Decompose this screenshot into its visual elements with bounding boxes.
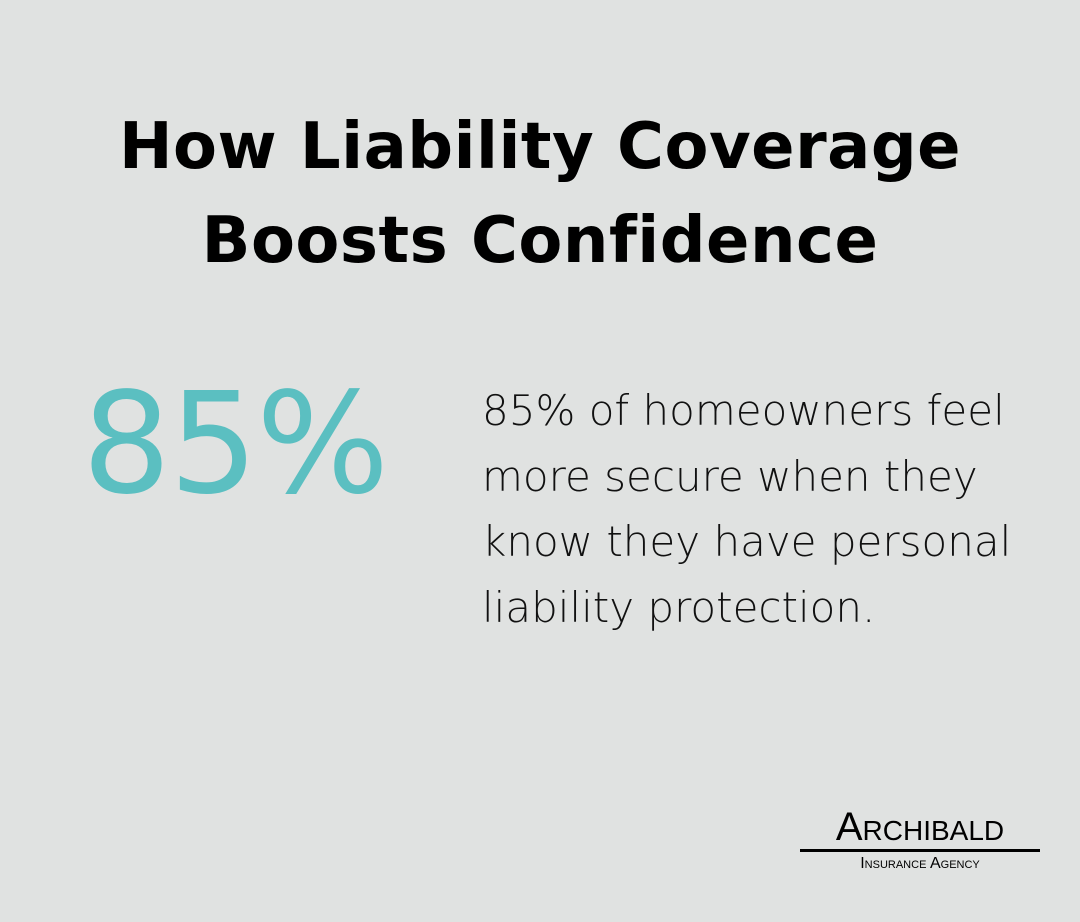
stat-description: 85% of homeowners feel more secure when …: [482, 386, 1012, 632]
logo-tagline: Insurance Agency: [860, 855, 980, 872]
stat-value: 85%: [82, 363, 389, 526]
logo-name: Archibald: [835, 805, 1005, 849]
logo-divider: [800, 849, 1040, 852]
company-logo: Archibald Insurance Agency: [800, 806, 1040, 873]
page-title: How Liability Coverage Boosts Confidence: [118, 110, 962, 278]
